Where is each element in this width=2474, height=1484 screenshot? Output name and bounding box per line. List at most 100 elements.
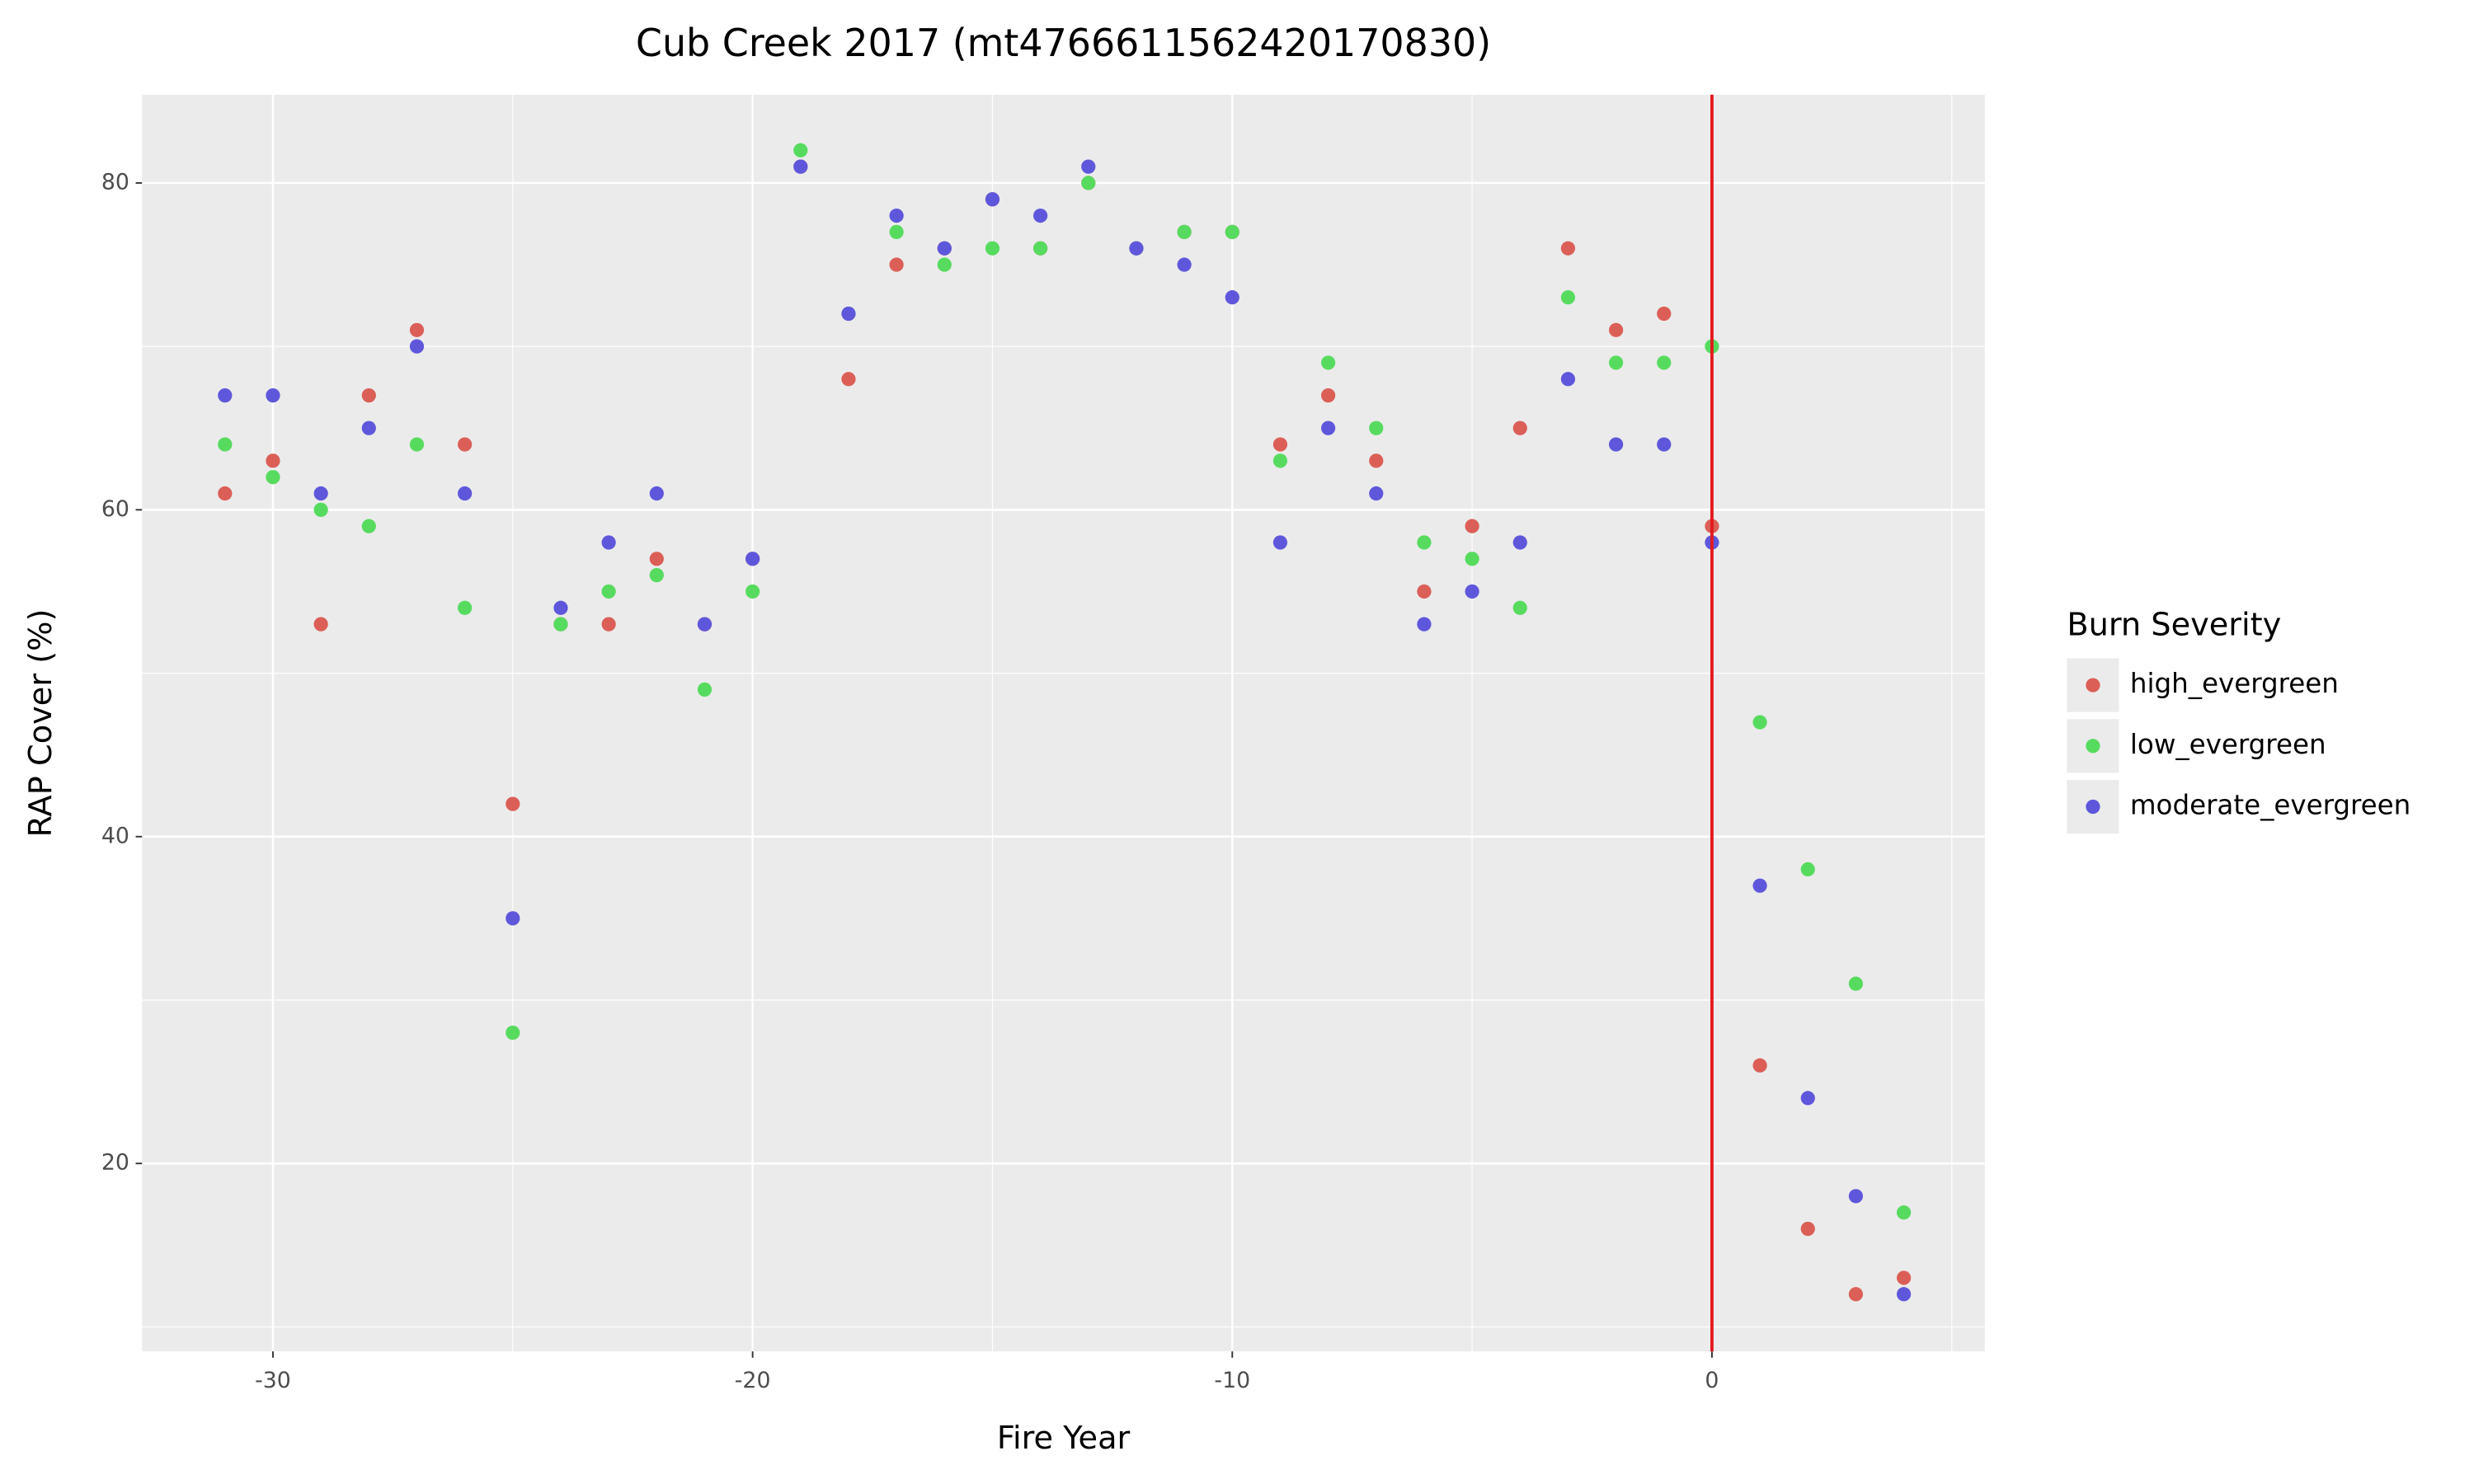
point (1512, 420, 1527, 435)
point (793, 159, 808, 174)
point (458, 600, 473, 615)
y-axis-label: RAP Cover (%) (22, 609, 59, 838)
x-tick-label: -20 (735, 1368, 771, 1393)
point (553, 600, 568, 615)
y-tick-label: 20 (101, 1150, 129, 1176)
point (458, 437, 473, 452)
point (1560, 241, 1576, 256)
chart-title: Cub Creek 2017 (mt4766611562420170830) (636, 21, 1491, 65)
x-tick-label: -10 (1214, 1368, 1250, 1393)
point (1560, 372, 1576, 387)
point (361, 387, 376, 403)
point (889, 224, 904, 240)
legend-marker (2086, 739, 2100, 754)
point (218, 486, 233, 501)
point (1465, 584, 1479, 599)
point (1896, 1270, 1912, 1285)
point (1512, 535, 1527, 550)
point (1848, 1189, 1864, 1204)
point (1177, 257, 1192, 272)
point (1369, 420, 1384, 435)
x-axis-label: Fire Year (997, 1420, 1131, 1457)
point (1560, 290, 1576, 305)
point (841, 306, 856, 322)
point (1657, 306, 1672, 322)
legend-marker (2086, 678, 2100, 693)
point (889, 257, 904, 272)
point (745, 552, 760, 566)
point (553, 617, 568, 632)
point (506, 1026, 520, 1040)
y-tick-label: 40 (101, 823, 129, 848)
point (1321, 420, 1336, 435)
point (1896, 1287, 1912, 1302)
point (1512, 600, 1527, 615)
point (889, 208, 904, 223)
point (1081, 176, 1096, 190)
point (1129, 241, 1144, 256)
point (1657, 355, 1672, 370)
point (697, 617, 713, 632)
point (1417, 584, 1432, 599)
point (1608, 322, 1624, 337)
point (409, 339, 425, 354)
point (218, 387, 233, 403)
point (409, 322, 425, 337)
point (1272, 437, 1288, 452)
legend-title: Burn Severity (2067, 607, 2281, 644)
point (1272, 453, 1288, 468)
point (1417, 617, 1432, 632)
point (313, 502, 328, 517)
point (409, 437, 425, 452)
point (1896, 1205, 1912, 1220)
legend-marker (2086, 799, 2100, 815)
legend-label: high_evergreen (2130, 668, 2339, 699)
point (266, 470, 280, 485)
point (1800, 862, 1815, 877)
point (1225, 224, 1239, 240)
point (1369, 486, 1384, 501)
point (649, 552, 664, 566)
point (649, 568, 664, 583)
point (266, 387, 280, 403)
point (985, 192, 1000, 207)
point (1417, 535, 1432, 550)
point (937, 241, 952, 256)
point (601, 535, 616, 550)
point (1608, 437, 1624, 452)
point (1608, 355, 1624, 370)
point (1800, 1221, 1815, 1237)
point (1321, 387, 1336, 403)
point (506, 911, 520, 926)
point (458, 486, 473, 501)
point (1272, 535, 1288, 550)
point (1369, 453, 1384, 468)
point (218, 437, 233, 452)
point (745, 584, 760, 599)
x-tick-label: 0 (1705, 1368, 1719, 1393)
point (1321, 355, 1336, 370)
point (937, 257, 952, 272)
point (1848, 1287, 1864, 1302)
point (1465, 519, 1479, 533)
point (266, 453, 280, 468)
point (361, 519, 376, 533)
point (1033, 241, 1048, 256)
x-tick-label: -30 (255, 1368, 291, 1393)
point (601, 584, 616, 599)
point (1848, 976, 1864, 991)
point (601, 617, 616, 632)
point (985, 241, 1000, 256)
point (1752, 878, 1767, 893)
point (1081, 159, 1096, 174)
point (841, 372, 856, 387)
legend-label: low_evergreen (2130, 729, 2326, 760)
point (1177, 224, 1192, 240)
point (313, 617, 328, 632)
point (697, 682, 713, 697)
point (361, 420, 376, 435)
point (793, 143, 808, 157)
point (1465, 552, 1479, 566)
point (1800, 1091, 1815, 1106)
